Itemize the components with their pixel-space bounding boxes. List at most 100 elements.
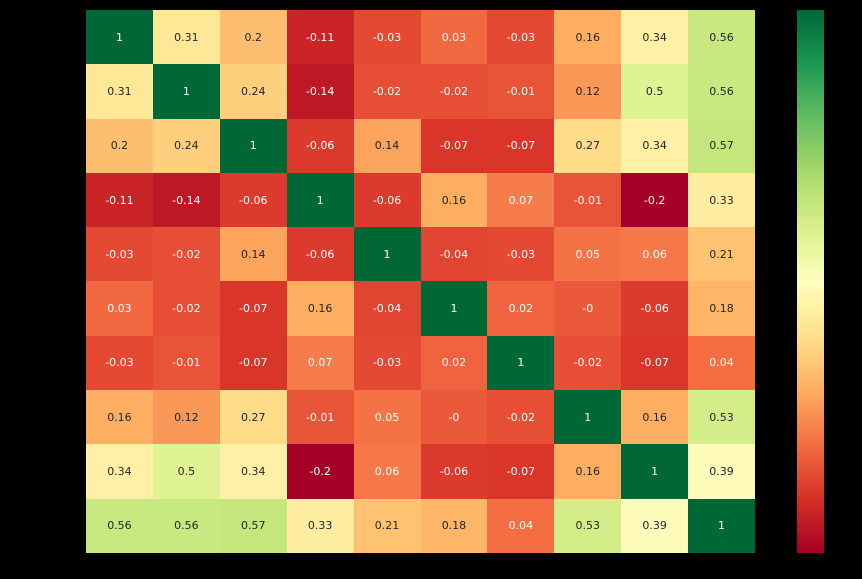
heatmap-cell: -0.02	[487, 390, 555, 445]
heatmap-cell: 0.18	[420, 498, 488, 553]
heatmap-cell: 0.33	[286, 498, 354, 553]
heatmap-cell: -0.01	[554, 172, 622, 228]
heatmap-cell: 0.16	[554, 444, 622, 499]
colorbar	[797, 10, 824, 553]
heatmap-cell: 0.16	[621, 390, 689, 445]
heatmap-cell: 0.16	[286, 281, 354, 336]
heatmap-cell: 0.02	[487, 281, 555, 336]
heatmap-cell: -0	[554, 281, 622, 336]
heatmap-cell: 0.39	[621, 498, 689, 553]
heatmap-cell: 0.34	[86, 444, 153, 499]
heatmap-cell: 0.5	[152, 444, 220, 499]
heatmap-cell: 0.07	[487, 172, 555, 228]
heatmap-cell: -0.07	[487, 118, 555, 173]
heatmap-cell: -0.02	[353, 64, 421, 119]
heatmap-cell: 1	[152, 64, 220, 119]
heatmap-grid: 1 0.31 0.2 -0.11 -0.03 0.03 -0.03 0.16 0.34 0.56 0…	[86, 10, 755, 553]
heatmap-cell: 0.03	[420, 10, 488, 65]
heatmap-cell: -0.11	[86, 172, 153, 228]
heatmap-cell: 0.05	[554, 227, 622, 282]
heatmap-cell: -0.07	[621, 335, 689, 391]
heatmap-cell: 1	[86, 10, 153, 65]
heatmap-cell: 0.24	[152, 118, 220, 173]
y-axis-tick	[83, 254, 86, 256]
heatmap-cell: 0.07	[286, 335, 354, 391]
heatmap-cell: -0.2	[621, 172, 689, 228]
heatmap-cell: -0.02	[420, 64, 488, 119]
y-axis-tick	[83, 308, 86, 310]
heatmap-cell: 0.18	[688, 281, 755, 336]
heatmap-cell: 0.34	[621, 118, 689, 173]
y-axis-tick	[83, 37, 86, 39]
heatmap-cell: 0.03	[86, 281, 153, 336]
heatmap-cell: 0.14	[219, 227, 287, 282]
heatmap-cell: 1	[554, 390, 622, 445]
heatmap-cell: 0.06	[621, 227, 689, 282]
heatmap-cell: 1	[487, 335, 555, 391]
heatmap-cell: -0.01	[286, 390, 354, 445]
heatmap-cell: -0.06	[219, 172, 287, 228]
heatmap-cell: 0.53	[554, 498, 622, 553]
heatmap-cell: 0.56	[86, 498, 153, 553]
heatmap-cell: -0.06	[286, 227, 354, 282]
heatmap-cell: -0.14	[286, 64, 354, 119]
heatmap-cell: 0.04	[487, 498, 555, 553]
heatmap-cell: 0.05	[353, 390, 421, 445]
heatmap-cell: -0.04	[420, 227, 488, 282]
heatmap-cell: -0.04	[353, 281, 421, 336]
heatmap-cell: 0.2	[86, 118, 153, 173]
heatmap-cell: -0.02	[152, 281, 220, 336]
heatmap-cell: 1	[420, 281, 488, 336]
heatmap-cell: 0.56	[688, 64, 755, 119]
heatmap-cell: 0.12	[152, 390, 220, 445]
heatmap-cell: 0.5	[621, 64, 689, 119]
y-axis-tick	[83, 91, 86, 93]
heatmap-cell: -0.07	[219, 281, 287, 336]
heatmap-cell: -0.03	[86, 227, 153, 282]
heatmap-cell: 0.21	[688, 227, 755, 282]
heatmap-cell: -0.01	[152, 335, 220, 391]
y-axis-tick	[83, 362, 86, 364]
heatmap-cell: -0.07	[420, 118, 488, 173]
heatmap-cell: -0.01	[487, 64, 555, 119]
y-axis-tick	[83, 471, 86, 473]
heatmap-cell: -0.06	[621, 281, 689, 336]
heatmap-cell: -0.2	[286, 444, 354, 499]
heatmap-cell: 0.31	[86, 64, 153, 119]
heatmap-cell: 0.39	[688, 444, 755, 499]
heatmap-cell: -0.02	[152, 227, 220, 282]
heatmap-cell: 0.56	[688, 10, 755, 65]
heatmap-cell: 0.34	[621, 10, 689, 65]
heatmap-cell: 0.27	[554, 118, 622, 173]
heatmap-cell: 0.04	[688, 335, 755, 391]
heatmap-cell: -0.06	[286, 118, 354, 173]
heatmap-cell: 0.31	[152, 10, 220, 65]
heatmap-cell: -0.07	[487, 444, 555, 499]
heatmap-cell: 0.56	[152, 498, 220, 553]
heatmap-cell: -0.07	[219, 335, 287, 391]
heatmap-cell: -0.03	[487, 10, 555, 65]
heatmap-cell: -0.03	[353, 335, 421, 391]
heatmap-cell: 0.14	[353, 118, 421, 173]
heatmap-cell: 0.27	[219, 390, 287, 445]
heatmap-cell: -0.06	[353, 172, 421, 228]
heatmap-cell: 1	[688, 498, 755, 553]
heatmap-cell: -0.02	[554, 335, 622, 391]
heatmap-cell: -0.11	[286, 10, 354, 65]
heatmap-cell: 0.24	[219, 64, 287, 119]
heatmap-cell: -0.03	[86, 335, 153, 391]
heatmap-cell: 1	[219, 118, 287, 173]
heatmap-cell: -0.14	[152, 172, 220, 228]
heatmap-cell: 0.33	[688, 172, 755, 228]
heatmap-cell: 1	[621, 444, 689, 499]
heatmap-cell: 0.16	[554, 10, 622, 65]
heatmap-cell: 0.16	[420, 172, 488, 228]
heatmap-cell: 0.12	[554, 64, 622, 119]
heatmap-cell: 0.53	[688, 390, 755, 445]
y-axis	[83, 10, 86, 553]
y-axis-tick	[83, 417, 86, 419]
heatmap-cell: 0.21	[353, 498, 421, 553]
heatmap-cell: 0.16	[86, 390, 153, 445]
heatmap-cell: 0.06	[353, 444, 421, 499]
y-axis-tick	[83, 525, 86, 527]
